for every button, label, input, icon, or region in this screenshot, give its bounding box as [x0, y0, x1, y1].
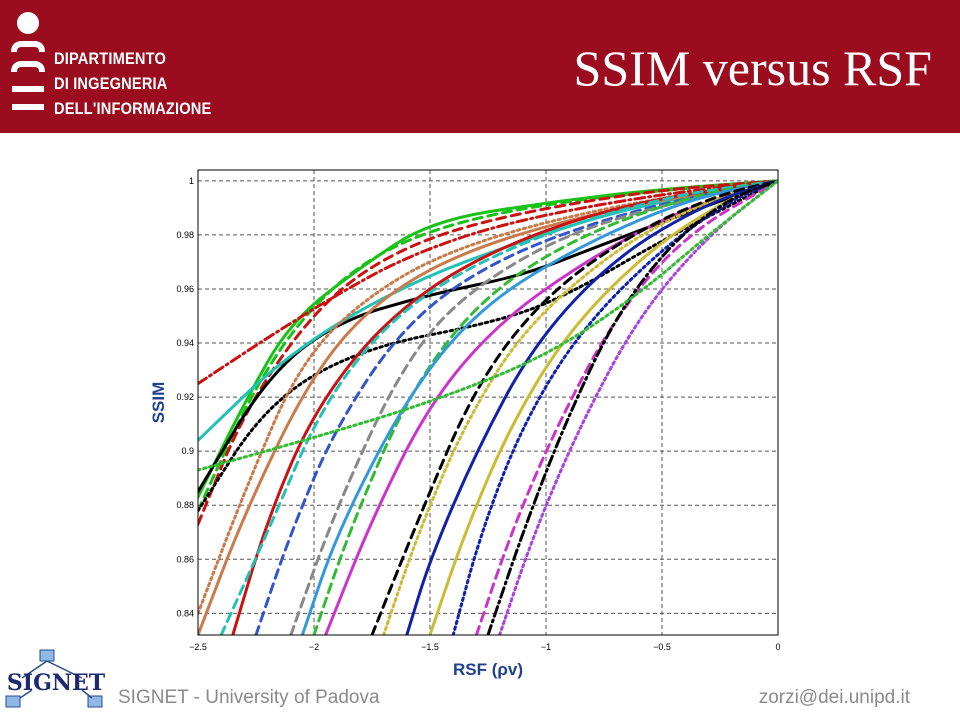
series-line-25	[198, 179, 778, 472]
y-tick-label: 0.84	[176, 608, 194, 618]
series-line-18	[382, 179, 778, 635]
series-line-8	[198, 179, 778, 635]
series-line-24	[498, 179, 778, 635]
series-line-17	[474, 179, 778, 635]
x-tick-label: −1	[541, 642, 551, 652]
y-tick-label: 0.94	[176, 338, 194, 348]
series-line-23	[486, 179, 778, 635]
department-line-1: DIPARTIMENTO	[54, 49, 166, 68]
x-tick-label: −1.5	[421, 642, 439, 652]
series-line-15	[300, 179, 778, 635]
plot-frame	[197, 169, 779, 636]
header-bar: DIPARTIMENTO DI INGEGNERIA DELL'INFORMAZ…	[0, 0, 960, 133]
x-tick-label: −2.5	[189, 642, 207, 652]
series-line-10	[254, 179, 778, 635]
y-tick-label: 0.9	[181, 446, 194, 456]
grid	[197, 170, 779, 635]
signet-logo-icon: SIGNET	[5, 649, 106, 708]
ssim-vs-rsf-chart: −2.5 −2 −1.5 −1 −0.5 0 0.84 0.86 0.88 0.9 0.92 0.94…	[150, 169, 781, 679]
series-line-4	[198, 179, 778, 526]
footer-email: zorzi@dei.unipd.it	[758, 687, 910, 708]
series-line-3	[198, 179, 778, 386]
department-name: DIPARTIMENTO DI INGEGNERIA DELL'INFORMAZ…	[54, 46, 211, 121]
y-tick-label: 0.98	[176, 230, 194, 240]
series-line-21	[405, 179, 778, 635]
x-tick-label: −0.5	[653, 642, 671, 652]
university-logo-icon	[11, 12, 45, 110]
y-tick-label: 0.88	[176, 500, 194, 510]
plot-background	[198, 170, 778, 635]
signet-logo-text: SIGNET	[7, 670, 106, 696]
y-tick-label: 0.92	[176, 392, 194, 402]
y-axis-label: SSIM	[150, 382, 168, 424]
department-line-2: DI INGEGNERIA	[54, 74, 168, 93]
slide-title: SSIM versus RSF	[573, 40, 932, 96]
series-layer	[198, 179, 778, 635]
y-tick-label: 0.96	[176, 284, 194, 294]
tick-labels: −2.5 −2 −1.5 −1 −0.5 0 0.84 0.86 0.88 0.9 0.92 0.94…	[176, 176, 780, 652]
series-line-9	[198, 179, 778, 615]
series-line-19	[428, 179, 778, 635]
series-line-11	[289, 179, 778, 635]
series-line-14	[312, 179, 778, 635]
department-line-3: DELL'INFORMAZIONE	[54, 99, 212, 118]
footer-affiliation: SIGNET - University of Padova	[118, 687, 380, 708]
series-line-13	[219, 179, 778, 635]
x-axis-label: RSF (ρv)	[453, 660, 523, 679]
x-tick-label: 0	[775, 642, 780, 652]
x-tick-label: −2	[309, 642, 319, 652]
series-line-20	[370, 179, 778, 635]
y-tick-label: 1	[189, 176, 194, 186]
y-tick-label: 0.86	[176, 554, 194, 564]
